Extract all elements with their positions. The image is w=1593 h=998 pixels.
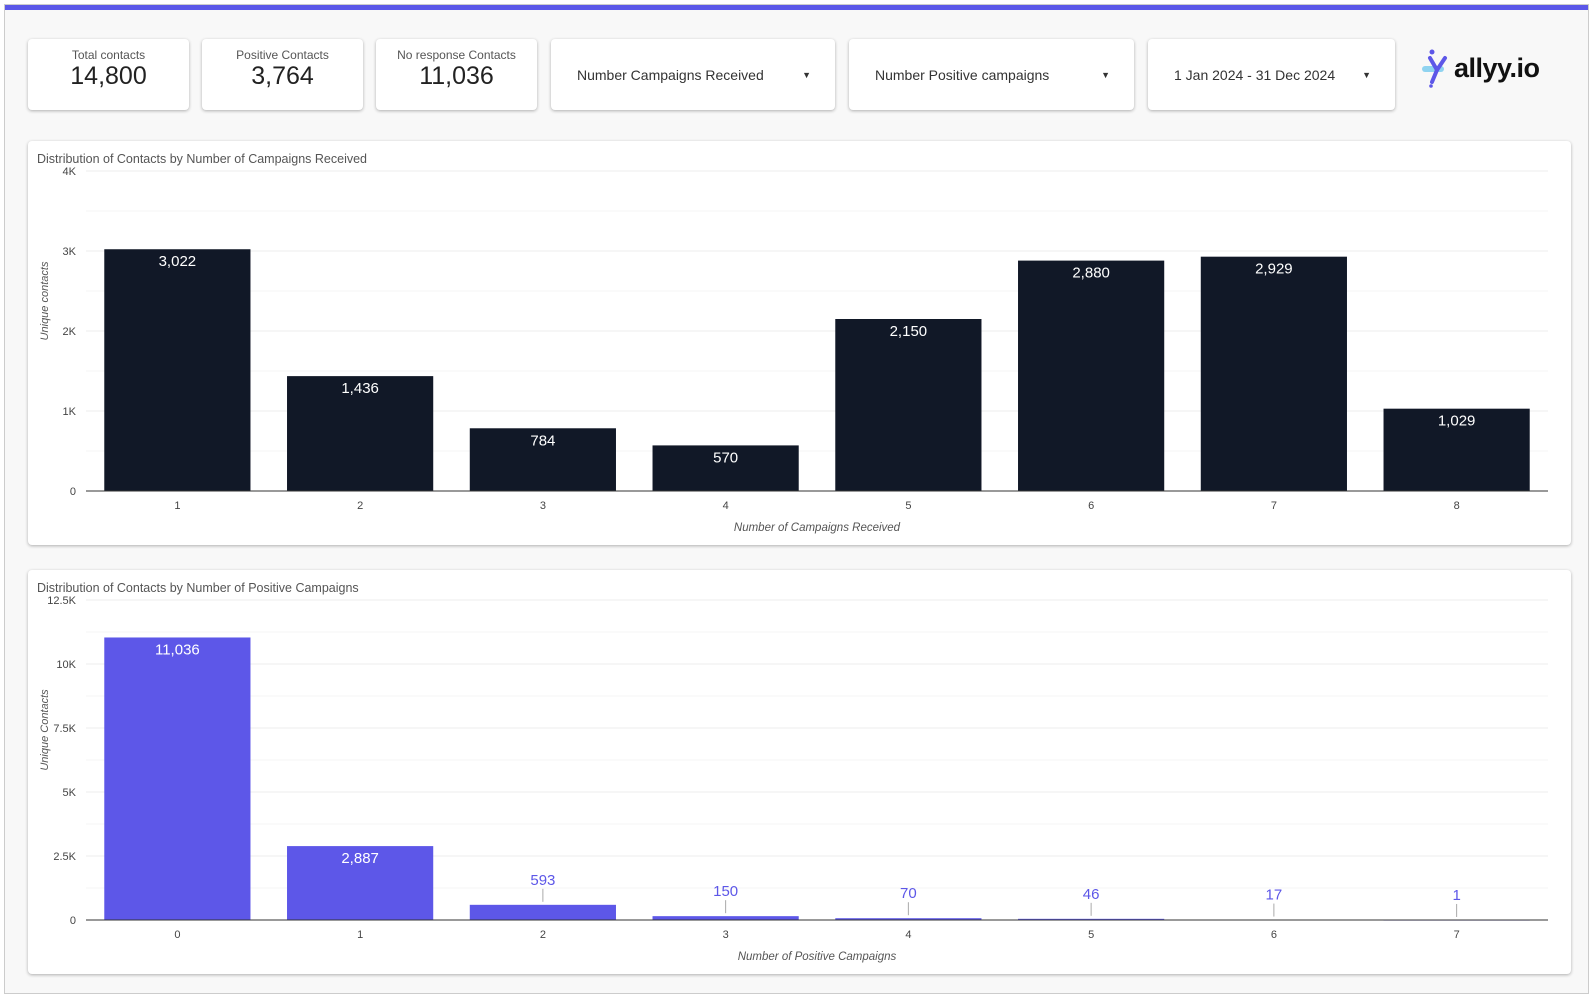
y-tick-label: 0: [70, 915, 76, 927]
bar: [652, 445, 799, 491]
chart-positive-campaigns: Distribution of Contacts by Number of Po…: [28, 570, 1571, 974]
x-tick-label: 4: [723, 500, 729, 512]
y-tick-label: 1K: [63, 406, 77, 418]
kpi-no-response-contacts: No response Contacts 11,036: [376, 39, 537, 110]
bar: [287, 376, 434, 491]
chart-title: Distribution of Contacts by Number of Po…: [37, 581, 359, 595]
y-tick-label: 12.5K: [47, 595, 76, 607]
kpi-value: 14,800: [70, 62, 147, 90]
data-label: 1: [1452, 887, 1460, 904]
logo-mark-icon: [1422, 49, 1447, 88]
kpi-label: Total contacts: [71, 48, 146, 62]
bar: [1200, 256, 1347, 491]
data-label: 150: [713, 883, 738, 900]
x-tick-label: 5: [905, 500, 911, 512]
x-tick-label: 5: [1088, 929, 1094, 941]
allyy-logo: allyy.io: [1420, 48, 1540, 88]
x-tick-label: 8: [1454, 500, 1460, 512]
caret-down-icon: ▼: [1101, 69, 1110, 80]
bar: [104, 637, 251, 920]
dashboard: Total contacts 14,800 Positive Contacts …: [4, 4, 1589, 994]
y-tick-label: 4K: [63, 166, 77, 178]
data-label: 3,022: [159, 253, 197, 270]
kpi-label: No response Contacts: [397, 48, 516, 62]
bar: [287, 846, 434, 920]
x-tick-label: 2: [540, 929, 546, 941]
x-tick-label: 7: [1271, 500, 1277, 512]
data-label: 2,880: [1072, 265, 1110, 282]
data-label: 570: [713, 449, 738, 466]
y-tick-label: 2.5K: [53, 851, 76, 863]
x-axis-title: Number of Campaigns Received: [734, 522, 901, 534]
data-label: 11,036: [155, 641, 200, 658]
x-tick-label: 3: [540, 500, 546, 512]
y-tick-label: 7.5K: [53, 723, 76, 735]
bar: [104, 249, 251, 491]
x-tick-label: 0: [174, 929, 180, 941]
bar: [1018, 260, 1165, 491]
data-label: 1,436: [341, 380, 379, 397]
filter-label: Number Campaigns Received: [577, 66, 764, 83]
data-label: 2,150: [890, 323, 928, 340]
accent-bar: [5, 5, 1588, 10]
date-range-picker[interactable]: 1 Jan 2024 - 31 Dec 2024 ▼: [1148, 39, 1395, 110]
x-axis-title: Number of Positive Campaigns: [738, 951, 897, 963]
x-tick-label: 1: [174, 500, 180, 512]
y-tick-label: 10K: [56, 659, 76, 671]
data-label: 593: [530, 872, 555, 889]
caret-down-icon: ▼: [1362, 69, 1371, 80]
data-label: 17: [1266, 887, 1283, 904]
caret-down-icon: ▼: [802, 69, 811, 80]
bar: [835, 918, 982, 920]
data-label: 784: [530, 432, 555, 449]
filter-campaigns-received[interactable]: Number Campaigns Received ▼: [551, 39, 835, 110]
bar: [652, 916, 799, 920]
filter-positive-campaigns[interactable]: Number Positive campaigns ▼: [849, 39, 1134, 110]
x-tick-label: 2: [357, 500, 363, 512]
chart-svg: 0 1K 2K 3K 4K 3,022 1 1,436 2 784 3 570 4 2,150 5 2,880…: [39, 166, 1548, 534]
data-label: 46: [1083, 886, 1100, 903]
y-tick-label: 5K: [63, 787, 77, 799]
chart-campaigns-received: Distribution of Contacts by Number of Ca…: [28, 141, 1571, 545]
x-tick-label: 4: [905, 929, 911, 941]
filter-label: Number Positive campaigns: [875, 66, 1050, 83]
logo-text: allyy.io: [1454, 52, 1540, 83]
x-tick-label: 3: [723, 929, 729, 941]
kpi-total-contacts: Total contacts 14,800: [28, 39, 189, 110]
y-tick-label: 0: [70, 486, 76, 498]
chart-svg: 0 2.5K 5K 7.5K 10K 12.5K 11,036 0 2,887 1 593 2 150 3…: [39, 595, 1548, 963]
kpi-label: Positive Contacts: [236, 48, 329, 62]
bar: [469, 904, 616, 920]
y-tick-label: 3K: [63, 246, 77, 258]
x-tick-label: 7: [1454, 929, 1460, 941]
y-axis-title: Unique contacts: [39, 261, 51, 340]
bar: [469, 428, 616, 491]
y-tick-label: 2K: [63, 326, 77, 338]
bar: [1383, 408, 1530, 491]
date-range-label: 1 Jan 2024 - 31 Dec 2024: [1174, 66, 1336, 83]
bar: [1018, 918, 1165, 920]
kpi-positive-contacts: Positive Contacts 3,764: [202, 39, 363, 110]
x-tick-label: 6: [1088, 500, 1094, 512]
data-label: 2,929: [1255, 261, 1293, 278]
data-label: 1,029: [1438, 413, 1476, 430]
x-tick-label: 1: [357, 929, 363, 941]
chart-title: Distribution of Contacts by Number of Ca…: [37, 152, 368, 166]
data-label: 2,887: [341, 850, 379, 867]
data-label: 70: [900, 885, 917, 902]
kpi-value: 11,036: [419, 62, 494, 90]
bar: [835, 319, 982, 491]
kpi-value: 3,764: [251, 62, 314, 90]
y-axis-title: Unique Contacts: [39, 689, 51, 771]
x-tick-label: 6: [1271, 929, 1277, 941]
